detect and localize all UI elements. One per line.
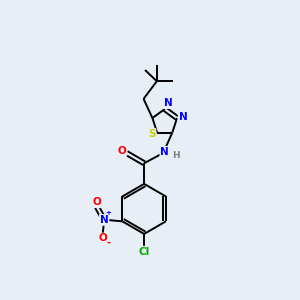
- Text: O: O: [98, 233, 107, 244]
- Text: Cl: Cl: [139, 247, 150, 256]
- Text: N: N: [178, 112, 187, 122]
- Text: S: S: [148, 129, 156, 139]
- Text: +: +: [106, 211, 112, 217]
- Text: H: H: [172, 152, 179, 160]
- Text: N: N: [164, 98, 172, 108]
- Text: -: -: [106, 237, 110, 247]
- Text: N: N: [160, 147, 169, 157]
- Text: N: N: [100, 215, 109, 225]
- Text: O: O: [92, 197, 101, 207]
- Text: O: O: [118, 146, 126, 156]
